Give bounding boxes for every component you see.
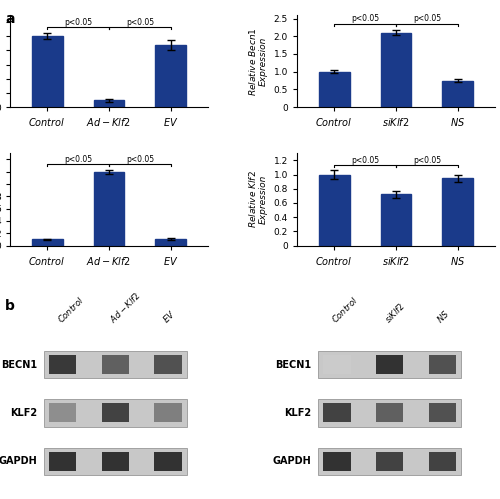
Text: BECN1: BECN1 [2,359,38,370]
Y-axis label: Relative $\it{Becn1}$
Expression: Relative $\it{Becn1}$ Expression [246,26,268,95]
Text: $\it{siKlf2}$: $\it{siKlf2}$ [382,300,406,325]
Text: KLF2: KLF2 [284,408,312,418]
Bar [102,452,129,471]
Bar [318,351,462,378]
Text: p<0.05: p<0.05 [126,155,154,164]
Text: $\it{Control}$: $\it{Control}$ [329,294,360,325]
Bar [102,355,129,374]
Bar [428,403,456,423]
Bar [318,448,462,475]
Bar [156,239,186,246]
Text: KLF2: KLF2 [10,408,38,418]
Bar [376,355,404,374]
Text: p<0.05: p<0.05 [413,156,441,165]
Bar [428,355,456,374]
Y-axis label: Relative $\it{Klf2}$
Expression: Relative $\it{Klf2}$ Expression [246,171,268,229]
Bar [318,72,350,107]
Text: $\it{NS}$: $\it{NS}$ [434,307,452,325]
Bar [376,452,404,471]
Text: p<0.05: p<0.05 [64,17,92,26]
Bar [442,80,474,107]
Bar [376,403,404,423]
Bar [318,175,350,246]
Text: $\it{Ad-Klf2}$: $\it{Ad-Klf2}$ [108,289,143,325]
Text: BECN1: BECN1 [276,359,312,370]
Bar [94,172,124,246]
Bar [323,403,350,423]
Bar [428,452,456,471]
Bar [154,403,182,423]
Bar [318,399,462,427]
Bar [154,452,182,471]
Text: GAPDH: GAPDH [273,457,312,467]
Bar [102,403,129,423]
Text: p<0.05: p<0.05 [64,155,92,164]
Bar [32,240,62,246]
Bar [323,452,350,471]
Bar [94,100,124,107]
Bar [156,45,186,107]
Text: a: a [5,12,15,26]
Bar [44,448,187,475]
Text: p<0.05: p<0.05 [413,14,441,23]
Text: $\it{Control}$: $\it{Control}$ [55,294,86,325]
Bar [442,178,474,246]
Bar [32,36,62,107]
Bar [49,355,76,374]
Bar [49,403,76,423]
Bar [44,399,187,427]
Text: $\it{EV}$: $\it{EV}$ [160,307,178,325]
Text: p<0.05: p<0.05 [351,156,379,165]
Bar [49,452,76,471]
Bar [380,195,412,246]
Text: p<0.05: p<0.05 [351,14,379,23]
Text: p<0.05: p<0.05 [126,17,154,26]
Text: GAPDH: GAPDH [0,457,38,467]
Text: b: b [5,299,15,313]
Bar [154,355,182,374]
Bar [380,33,412,107]
Bar [44,351,187,378]
Bar [323,355,350,374]
